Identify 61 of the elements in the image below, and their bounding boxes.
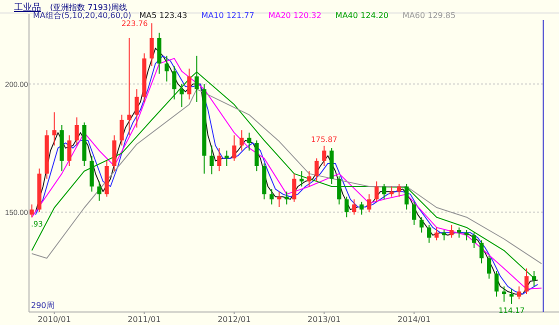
candlestick [517, 286, 522, 300]
candlestick [247, 132, 252, 152]
candlestick [344, 196, 349, 218]
candlestick [427, 224, 432, 244]
candlestick [480, 240, 484, 264]
candlestick [322, 145, 326, 166]
candlestick [127, 37, 132, 136]
candlestick [217, 148, 222, 172]
x-tick-label: 2012/01 [218, 315, 251, 324]
candlestick [397, 183, 402, 198]
candlestick [337, 176, 342, 205]
x-tick-label: 2014/01 [398, 315, 431, 324]
legend: MA组合(5,10,20,40,60,0) MA5 123.43 MA10 121.77 MA20 120.32 MA40 124.20 MA60 129.85 [33, 11, 456, 20]
candlestick [240, 130, 244, 152]
candlestick [487, 255, 492, 280]
candlestick [292, 173, 296, 202]
candlestick [367, 194, 372, 213]
candlestick [270, 188, 274, 205]
candlestick [352, 198, 356, 216]
candlestick [210, 145, 214, 175]
annotation: 290周 [31, 301, 54, 310]
candlestick [300, 170, 304, 187]
candlestick [187, 68, 192, 100]
candlestick [314, 158, 319, 182]
candlestick [277, 191, 282, 208]
candlestick [494, 270, 499, 298]
candlestick [74, 116, 79, 146]
candlestick [134, 88, 139, 128]
x-tick-label: 2013/01 [308, 315, 341, 324]
candlestick [374, 180, 379, 202]
candlestick [420, 216, 424, 234]
candlestick [120, 114, 124, 146]
candlestick [510, 288, 514, 304]
candlestick [464, 230, 469, 241]
x-tick-label: 2011/01 [128, 315, 161, 324]
candlestick [224, 150, 229, 166]
candlestick [382, 183, 386, 200]
candlestick [450, 224, 454, 238]
candlestick [284, 191, 289, 205]
candlestick [524, 268, 529, 295]
candlestick [232, 134, 236, 162]
candlestick [67, 134, 72, 166]
candlestick [390, 186, 394, 198]
candlestick [254, 140, 259, 172]
candlestick [502, 286, 506, 302]
candlestick [442, 230, 446, 241]
candlestick [150, 22, 154, 67]
candlestick [307, 170, 312, 187]
candlestick [434, 226, 439, 241]
x-tick-label: 2010/01 [38, 315, 71, 324]
candlestick [360, 201, 364, 216]
header: 工业品 (亚洲指数 7193)周线 [14, 3, 128, 13]
candlestick [97, 180, 102, 202]
candlestick [457, 226, 462, 238]
candlestick [404, 183, 409, 210]
candlestick [412, 201, 416, 226]
candlestick [30, 204, 34, 218]
candlestick [164, 55, 169, 82]
candlestick [180, 84, 184, 108]
candlestick [52, 112, 56, 146]
candlestick [472, 232, 476, 248]
